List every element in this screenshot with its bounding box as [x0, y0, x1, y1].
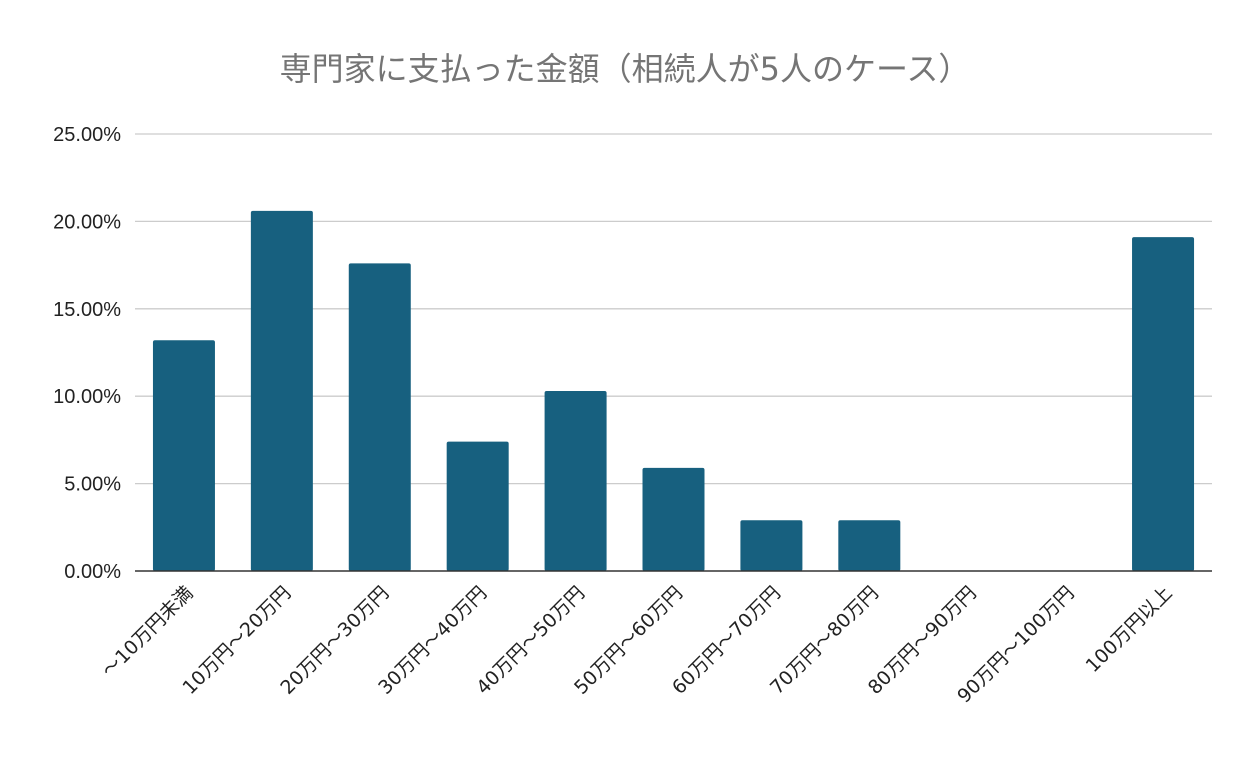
- bar: [348, 263, 411, 571]
- bars: [152, 210, 1195, 572]
- gridlines: [135, 133, 1212, 485]
- bar: [642, 467, 705, 571]
- y-tick-label: 20.00%: [53, 211, 121, 233]
- x-tick-label: 100万円以上: [1082, 582, 1177, 677]
- bar: [740, 520, 803, 571]
- x-axis-labels: ～10万円未満10万円～20万円20万円～30万円30万円～40万円40万円～5…: [98, 582, 1177, 707]
- y-tick-label: 10.00%: [53, 386, 121, 408]
- bar: [250, 210, 313, 572]
- bar: [446, 441, 509, 571]
- x-tick-label: ～10万円未満: [98, 582, 198, 682]
- y-tick-label: 25.00%: [53, 124, 121, 146]
- y-tick-label: 0.00%: [64, 561, 121, 583]
- y-axis-ticks: 0.00% 5.00% 10.00% 15.00% 20.00% 25.00%: [53, 124, 121, 583]
- y-tick-label: 15.00%: [53, 299, 121, 321]
- bar: [1132, 237, 1195, 571]
- chart-title: 専門家に支払った金額（相続人が5人のケース）: [280, 50, 971, 88]
- bar: [838, 520, 901, 571]
- bar: [544, 390, 607, 571]
- bar: [152, 340, 215, 571]
- y-tick-label: 5.00%: [64, 474, 121, 496]
